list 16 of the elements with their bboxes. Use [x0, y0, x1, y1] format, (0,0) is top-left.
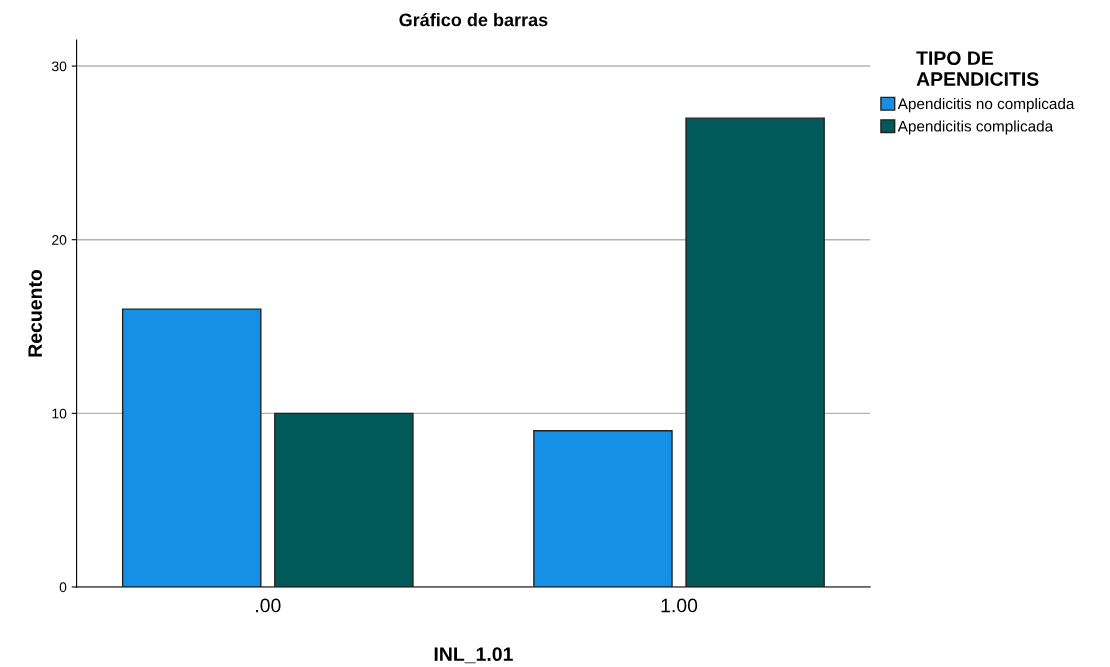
bar	[533, 429, 673, 587]
legend-title: TIPO DE APENDICITIS	[916, 51, 1039, 86]
x-tick-label: 1.00	[661, 598, 698, 613]
y-tick-label: 10	[52, 408, 67, 419]
y-tick-label: 20	[52, 235, 67, 245]
bar	[274, 412, 414, 587]
y-tick-label: 30	[51, 61, 67, 72]
bar	[685, 117, 825, 587]
x-tick-label: .00	[256, 598, 281, 613]
legend-label: Apendicitis no complicada	[897, 97, 1075, 113]
bar	[121, 308, 262, 587]
y-tick-label: 0	[59, 582, 67, 593]
chart-title: Gráfico de barras	[399, 12, 548, 27]
x-axis-title: INL_1.01	[434, 647, 513, 664]
legend-label: Apendicitis complicada	[897, 120, 1054, 135]
y-axis-title: Recuento	[28, 269, 43, 357]
